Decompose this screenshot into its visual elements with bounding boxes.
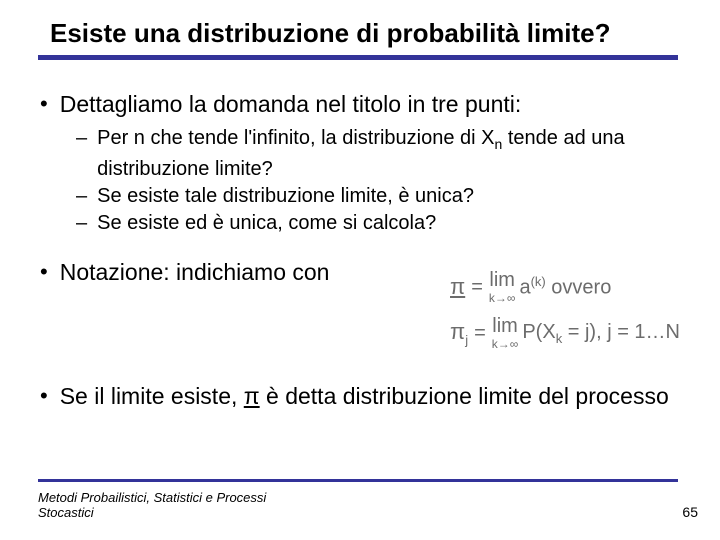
bullet-1: • Dettagliamo la domanda nel titolo in t… bbox=[32, 90, 688, 118]
bullet-2-text: Notazione: indichiamo con bbox=[60, 258, 330, 286]
footer-line bbox=[38, 479, 678, 482]
f1-sup: (k) bbox=[531, 274, 546, 289]
f1-ovvero: ovvero bbox=[546, 277, 612, 299]
f2-lim: lim k→∞ bbox=[492, 316, 519, 350]
sub-item-2-text: Se esiste tale distribuzione limite, è u… bbox=[97, 184, 474, 209]
f2-pi: π bbox=[450, 319, 465, 344]
b3-part-b: è detta distribuzione limite del process… bbox=[260, 383, 669, 409]
formula-line-1: π = lim k→∞ a(k) ovvero bbox=[450, 270, 680, 304]
bullet-1-text: Dettagliamo la domanda nel titolo in tre… bbox=[60, 90, 522, 118]
slide-title: Esiste una distribuzione di probabilità … bbox=[32, 18, 688, 55]
f2-pi-sub: j bbox=[465, 332, 468, 347]
f2-lim-top: lim bbox=[492, 316, 518, 336]
footer-text: Metodi Probailistici, Statistici e Proce… bbox=[38, 490, 266, 520]
bullet-3: • Se il limite esiste, π è detta distrib… bbox=[32, 382, 688, 410]
sub1-part-a: Per n che tende l'infinito, la distribuz… bbox=[97, 127, 494, 149]
slide-container: Esiste una distribuzione di probabilità … bbox=[0, 0, 720, 540]
f2-body: P(X bbox=[522, 321, 555, 343]
f1-eq: = bbox=[471, 276, 483, 299]
formula-block: π = lim k→∞ a(k) ovvero πj = lim k→∞ P(X… bbox=[450, 270, 680, 362]
f2-body-tail: = j), j = 1…N bbox=[562, 321, 680, 343]
footer-l2: Stocastici bbox=[38, 505, 94, 520]
f2-rest: P(Xk = j), j = 1…N bbox=[522, 321, 680, 346]
f2-eq: = bbox=[474, 322, 486, 345]
formula-line-2: πj = lim k→∞ P(Xk = j), j = 1…N bbox=[450, 316, 680, 350]
f2-pi-wrap: πj bbox=[450, 319, 468, 347]
sub-item-2: – Se esiste tale distribuzione limite, è… bbox=[76, 184, 688, 209]
b3-part-a: Se il limite esiste, bbox=[60, 383, 244, 409]
f1-pi: π bbox=[450, 274, 465, 300]
b3-pi: π bbox=[244, 383, 260, 409]
title-underline bbox=[38, 55, 678, 60]
f2-lim-bot: k→∞ bbox=[492, 338, 519, 350]
bullet-dot-icon: • bbox=[40, 90, 48, 118]
f1-lim-bot: k→∞ bbox=[489, 292, 516, 304]
dash-icon: – bbox=[76, 211, 87, 236]
f1-lim-top: lim bbox=[489, 270, 515, 290]
bullet-dot-icon: • bbox=[40, 258, 48, 286]
dash-icon: – bbox=[76, 184, 87, 209]
sub-item-3: – Se esiste ed è unica, come si calcola? bbox=[76, 211, 688, 236]
bullet-3-text: Se il limite esiste, π è detta distribuz… bbox=[60, 382, 669, 410]
f1-rest: a(k) ovvero bbox=[519, 274, 611, 300]
dash-icon: – bbox=[76, 126, 87, 182]
f1-lim: lim k→∞ bbox=[489, 270, 516, 304]
bullet-dot-icon: • bbox=[40, 382, 48, 410]
sub-list: – Per n che tende l'infinito, la distrib… bbox=[32, 126, 688, 236]
f1-a: a bbox=[519, 277, 530, 299]
sub-item-3-text: Se esiste ed è unica, come si calcola? bbox=[97, 211, 436, 236]
footer-l1: Metodi Probailistici, Statistici e Proce… bbox=[38, 490, 266, 505]
sub-item-1-text: Per n che tende l'infinito, la distribuz… bbox=[97, 126, 688, 182]
page-number: 65 bbox=[682, 504, 698, 520]
sub-item-1: – Per n che tende l'infinito, la distrib… bbox=[76, 126, 688, 182]
